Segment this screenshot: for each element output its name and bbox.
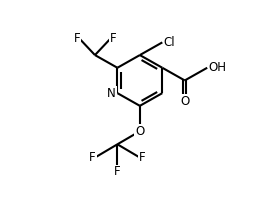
Text: O: O	[180, 95, 189, 108]
Text: N: N	[107, 87, 116, 100]
Text: F: F	[139, 151, 146, 164]
Text: O: O	[135, 125, 144, 138]
Text: F: F	[74, 32, 80, 45]
Text: F: F	[110, 32, 116, 45]
Text: F: F	[89, 151, 96, 164]
Text: Cl: Cl	[164, 36, 176, 49]
Text: OH: OH	[209, 61, 227, 74]
Text: F: F	[114, 165, 121, 178]
